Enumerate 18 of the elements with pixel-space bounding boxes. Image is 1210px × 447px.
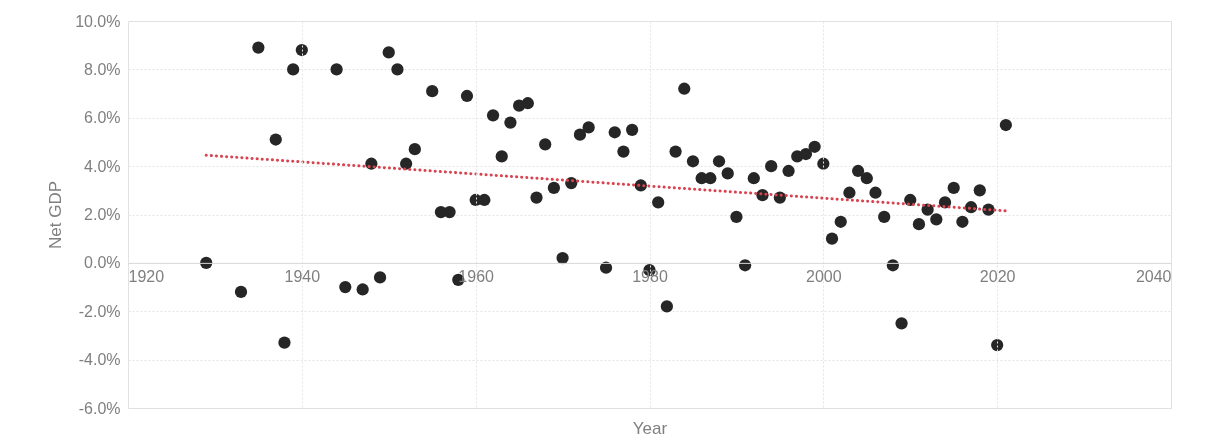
x-tick-label: 2000 — [806, 268, 842, 286]
y-tick-label: 2.0% — [84, 206, 121, 223]
x-tick-label: 2020 — [979, 268, 1016, 286]
x-tick-label: 1920 — [128, 268, 165, 286]
y-tick-label: -6.0% — [78, 399, 121, 417]
y-tick-label: -4.0% — [78, 351, 121, 369]
x-tick-label: 1980 — [632, 268, 668, 286]
y-tick-label: 8.0% — [84, 60, 121, 78]
y-tick-label: -2.0% — [78, 302, 121, 320]
x-tick-label: 1940 — [284, 268, 321, 286]
x-axis-title: Year — [632, 418, 668, 438]
y-tick-label: 4.0% — [84, 157, 121, 175]
x-tick-label: 2040 — [1135, 268, 1172, 286]
y-tick-label: 0.0% — [84, 254, 121, 272]
y-axis-title: Net GDP — [46, 180, 66, 250]
y-tick-label: 10.0% — [75, 12, 121, 30]
y-tick-label: 6.0% — [84, 109, 121, 127]
x-tick-label: 1960 — [458, 268, 495, 286]
